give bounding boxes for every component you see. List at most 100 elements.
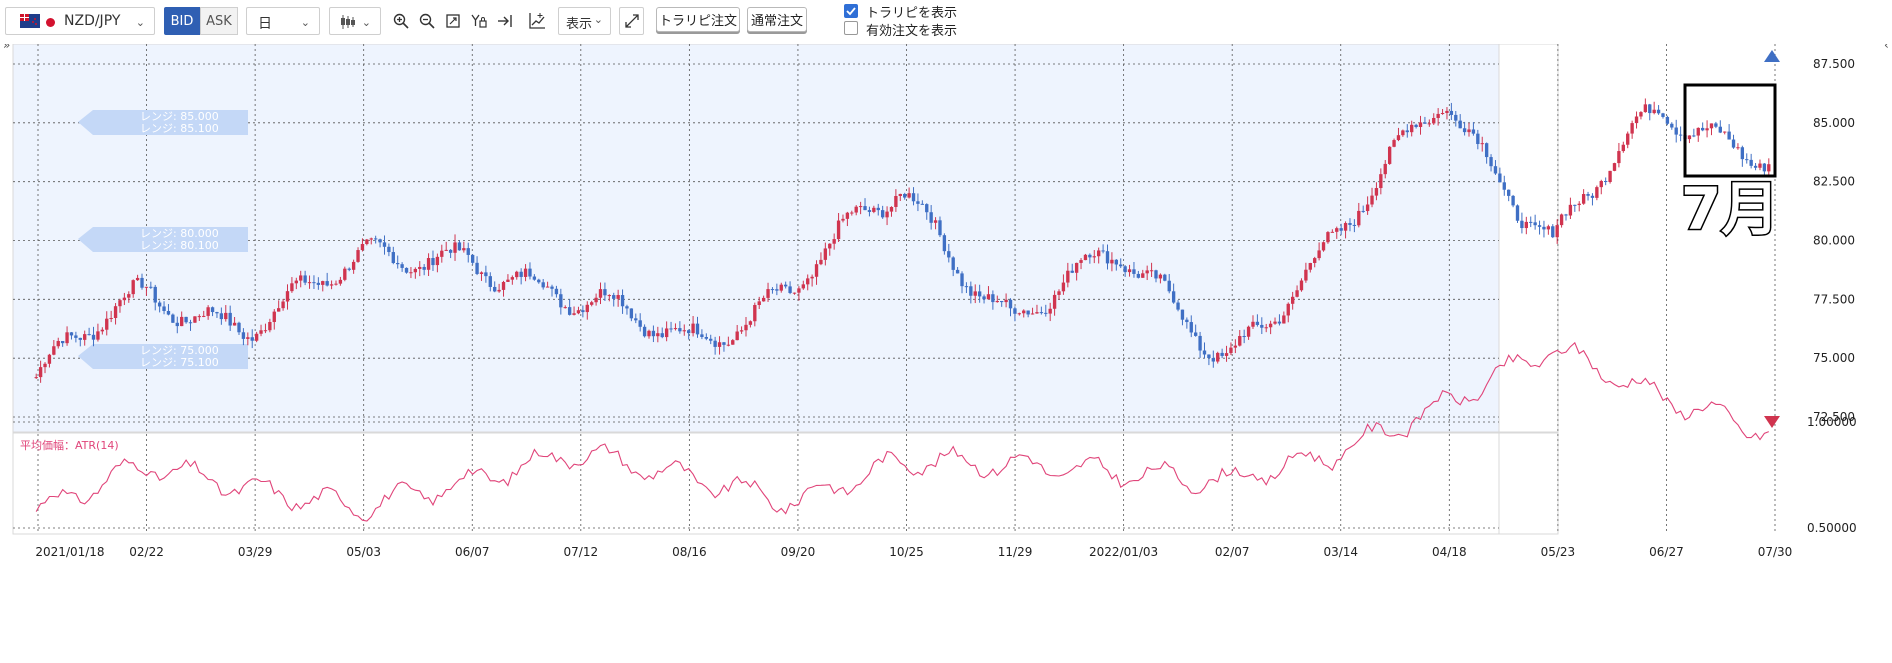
price-axis-label: 77.500 [1813,292,1855,306]
timeframe-label: 日 [258,16,272,32]
chart-area[interactable]: レンジ: 85.000 レンジ: 85.100 レンジ: 80.000 レンジ:… [0,44,1892,663]
candle-up [1687,135,1692,140]
candle-down [1070,270,1074,273]
candle-up [1330,231,1335,233]
zoom-in-button[interactable] [388,7,414,35]
display-menu-button[interactable]: 表示 ⌄ [558,7,611,35]
atr-series [35,341,1769,522]
scroll-up-icon[interactable] [1764,50,1780,62]
candle-up [1643,104,1648,113]
collapse-left-icon[interactable]: » [3,44,10,52]
show-active-orders-checkbox[interactable] [844,21,858,35]
candle-down [1537,225,1542,227]
candle-up [1299,280,1304,291]
fit-button[interactable] [440,7,466,35]
time-axis-label: 11/29 [998,545,1033,559]
candle-up [766,289,770,298]
candle-down [1515,205,1520,221]
jump-latest-button[interactable] [492,7,518,35]
candle-down [1674,127,1678,135]
candlestick-series [34,98,1771,383]
candle-up [1317,250,1321,259]
candle-down [1180,309,1185,320]
candle-up [779,284,783,291]
candle-down [1749,159,1753,166]
show-trailing-checkbox[interactable] [844,4,858,18]
indicator-icon [529,13,545,29]
candle-down [925,204,929,213]
candle-down [713,340,717,347]
bid-button[interactable]: BID [164,7,200,35]
candle-up [1057,291,1061,295]
candle-up [501,281,506,290]
candle-up [1343,223,1348,231]
candle-up [285,291,290,302]
candle-down [1405,130,1409,133]
zoom-out-button[interactable] [414,7,440,35]
candle-down [629,308,634,319]
candle-up [1630,123,1634,134]
candle-down [312,282,316,284]
candle-up [1268,323,1273,328]
expand-button[interactable] [619,7,644,35]
y-lock-button[interactable] [466,7,492,35]
candle-down [162,306,166,311]
candle-up [1546,226,1551,230]
chart-type-select[interactable]: ⌄ [329,7,381,35]
candle-down [1339,228,1343,231]
range-label-85-line2: レンジ: 85.100 [140,122,219,135]
atr-axis-label: 0.50000 [1807,521,1857,535]
candle-down [184,316,188,323]
time-axis-label: 02/07 [1215,545,1250,559]
candle-up [307,282,312,284]
candle-down [470,254,475,263]
check-icon [846,7,856,16]
indicator-button[interactable] [524,7,550,35]
candle-up [1110,259,1114,264]
candle-down [391,252,395,264]
candle-up [1097,250,1101,257]
candle-down [1520,220,1524,229]
trailing-order-button[interactable]: トラリピ注文 [656,7,740,32]
candle-up [607,295,612,297]
candle-down [1193,332,1198,336]
candle-up [1767,164,1771,172]
candle-up [1396,135,1401,141]
candle-up [1224,353,1229,356]
candle-up [1238,336,1242,346]
candle-up [1608,170,1612,182]
candle-down [1529,221,1533,223]
candle-up [277,308,281,312]
price-axis-label: 82.500 [1813,175,1855,189]
scroll-down-icon[interactable] [1764,416,1780,428]
candle-down [1119,264,1123,267]
candle-up [1052,294,1057,309]
collapse-right-icon[interactable]: ‹ [1884,44,1889,52]
candle-up [444,249,448,251]
candle-up [1581,194,1586,204]
candle-up [1092,256,1096,258]
candle-up [515,271,519,278]
ask-button[interactable]: ASK [200,7,238,35]
candle-down [400,264,404,268]
normal-order-button[interactable]: 通常注文 [747,7,807,32]
candle-up [329,284,334,286]
candle-down [1590,195,1595,198]
chart-toolbar: NZD/JPY ⌄ BID ASK 日 ⌄ ⌄ [0,0,1892,44]
atr-axis-label: 1.00000 [1807,415,1857,429]
candle-down [241,332,246,339]
candle-up [47,354,52,364]
candle-down [91,334,96,340]
candle-up [1216,352,1220,362]
atr-line [35,341,1769,522]
candle-down [625,306,629,309]
currency-pair-select[interactable]: NZD/JPY ⌄ [5,7,155,35]
candle-up [1559,214,1564,226]
candle-up [100,329,105,332]
candle-up [872,207,876,212]
candle-down [250,337,254,341]
candle-down [1462,128,1467,133]
main-chart-background [13,44,1499,432]
candle-down [228,312,232,326]
timeframe-select[interactable]: 日 ⌄ [246,7,320,35]
